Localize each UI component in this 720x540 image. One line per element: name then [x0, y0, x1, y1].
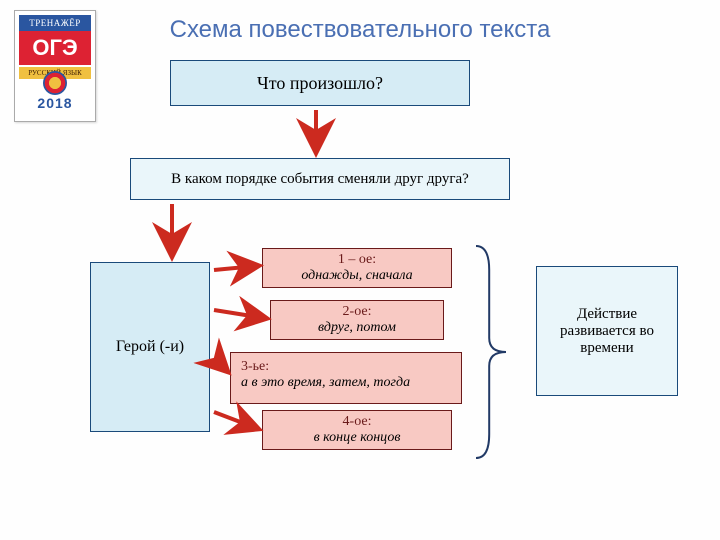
- stage2-label: 2-ое:: [281, 304, 433, 320]
- stage1-words: однажды, сначала: [273, 268, 441, 284]
- box-stage-1: 1 – ое: однажды, сначала: [262, 248, 452, 288]
- page-title: Схема повествовательного текста: [0, 16, 720, 44]
- stage4-label: 4-ое:: [273, 414, 441, 430]
- box-stage-3: 3-ье: а в это время, затем, тогда: [230, 352, 462, 404]
- stage: ТРЕНАЖЁР ОГЭ РУССКИЙ ЯЗЫК 2018 Схема пов…: [0, 0, 720, 540]
- box-q1-text: Что произошло?: [257, 73, 383, 94]
- box-question-1: Что произошло?: [170, 60, 470, 106]
- stage3-words: а в это время, затем, тогда: [241, 375, 451, 391]
- curly-bracket: [476, 244, 528, 460]
- box-hero-text: Герой (-и): [116, 338, 184, 356]
- box-stage-4: 4-ое: в конце концов: [262, 410, 452, 450]
- box-question-2: В каком порядке события сменяли друг дру…: [130, 158, 510, 200]
- box-q2-text: В каком порядке события сменяли друг дру…: [171, 171, 469, 188]
- box-time: Действие развивается во времени: [536, 266, 678, 396]
- book-emblem: [43, 71, 67, 95]
- box-hero: Герой (-и): [90, 262, 210, 432]
- book-year: 2018: [19, 95, 91, 111]
- box-time-text: Действие развивается во времени: [547, 306, 667, 357]
- stage4-words: в конце концов: [273, 430, 441, 446]
- stage1-label: 1 – ое:: [273, 252, 441, 268]
- stage2-words: вдруг, потом: [281, 320, 433, 336]
- box-stage-2: 2-ое: вдруг, потом: [270, 300, 444, 340]
- stage3-label: 3-ье:: [241, 359, 451, 375]
